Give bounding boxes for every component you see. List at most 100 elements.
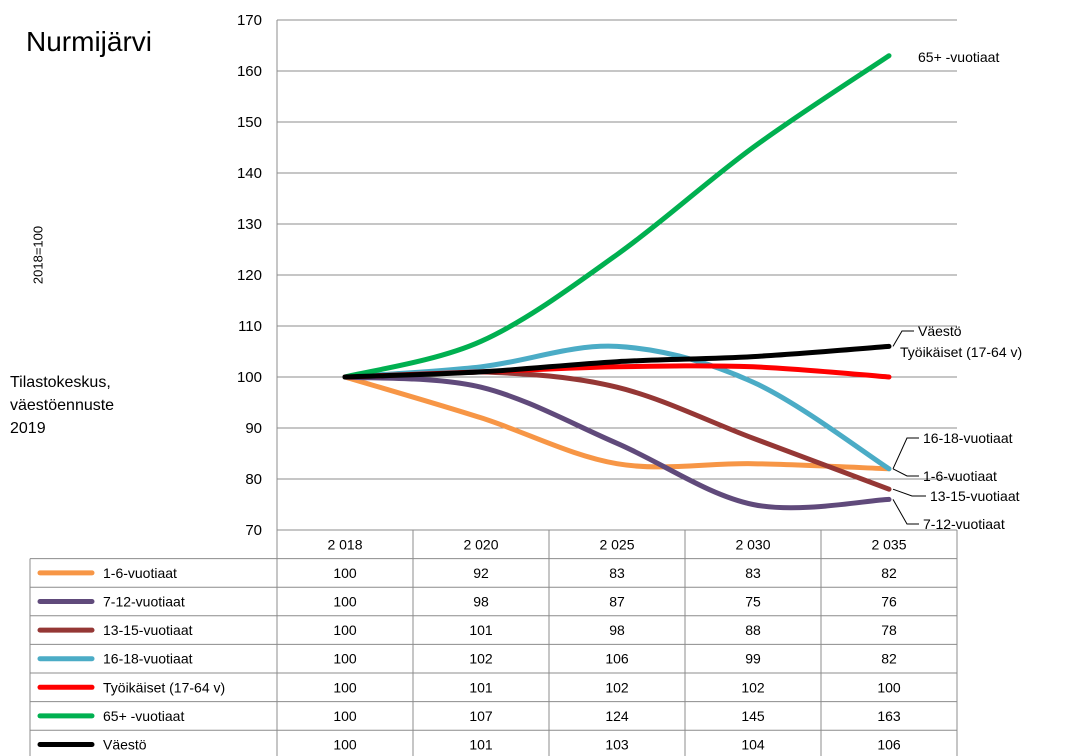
- table-value-cell: 78: [881, 622, 897, 638]
- data-point: [751, 355, 755, 359]
- y-tick-label: 100: [237, 369, 262, 386]
- y-tick-label: 150: [237, 114, 262, 131]
- table-value-cell: 100: [333, 708, 357, 724]
- leader-line: [892, 488, 926, 497]
- table-header-cell: 2 025: [599, 536, 634, 552]
- table-value-cell: 101: [469, 679, 493, 695]
- table-value-cell: 102: [741, 679, 765, 695]
- table-value-cell: 100: [333, 737, 357, 753]
- data-point: [479, 416, 483, 420]
- series-end-label: 16-18-vuotiaat: [923, 430, 1013, 446]
- table-row-label: 1-6-vuotiaat: [103, 565, 177, 581]
- table-value-cell: 124: [605, 708, 629, 724]
- table-value-cell: 101: [469, 737, 493, 753]
- data-point: [887, 375, 891, 379]
- series-end-label: 13-15-vuotiaat: [930, 488, 1020, 504]
- table-value-cell: 82: [881, 651, 897, 667]
- table-value-cell: 100: [333, 594, 357, 610]
- table-value-cell: 106: [877, 737, 901, 753]
- data-point: [887, 467, 891, 471]
- data-point: [751, 380, 755, 384]
- table-value-cell: 88: [745, 622, 761, 638]
- table-value-cell: 107: [469, 708, 493, 724]
- source-line: väestöennuste: [10, 397, 115, 414]
- table-value-cell: 82: [881, 565, 897, 581]
- table-value-cell: 100: [333, 622, 357, 638]
- table-value-cell: 102: [605, 679, 629, 695]
- table-value-cell: 145: [741, 708, 765, 724]
- table-value-cell: 102: [469, 651, 493, 667]
- series-end-label: 7-12-vuotiaat: [923, 516, 1005, 532]
- series-end-label: Työikäiset (17-64 v): [900, 344, 1022, 360]
- data-point: [479, 365, 483, 369]
- table-value-cell: 103: [605, 737, 629, 753]
- table-value-cell: 98: [609, 622, 625, 638]
- table-value-cell: 163: [877, 708, 901, 724]
- data-point: [615, 344, 619, 348]
- data-point: [615, 441, 619, 445]
- series-end-label: 1-6-vuotiaat: [923, 468, 997, 484]
- y-tick-label: 120: [237, 267, 262, 284]
- data-point: [479, 339, 483, 343]
- data-point: [887, 54, 891, 58]
- series-end-label: Väestö: [918, 323, 962, 339]
- table-value-cell: 100: [333, 679, 357, 695]
- series-lines: [342, 53, 892, 511]
- data-point: [479, 385, 483, 389]
- table-header-cell: 2 018: [327, 536, 362, 552]
- data-point: [615, 462, 619, 466]
- data-point: [615, 385, 619, 389]
- data-point: [615, 253, 619, 257]
- y-tick-label: 70: [245, 522, 262, 539]
- gridlines: [277, 19, 957, 531]
- table-row-label: Väestö: [103, 737, 147, 753]
- y-tick-label: 110: [238, 318, 262, 335]
- y-tick-label: 140: [237, 165, 262, 182]
- table-value-cell: 99: [745, 651, 761, 667]
- data-point: [751, 462, 755, 466]
- table-header-cell: 2 030: [735, 536, 770, 552]
- table-value-cell: 98: [473, 594, 489, 610]
- series-line-1-6-vuotiaat: [342, 374, 892, 472]
- table-value-cell: 83: [745, 565, 761, 581]
- table-row-label: 16-18-vuotiaat: [103, 651, 193, 667]
- y-tick-label: 170: [237, 12, 262, 29]
- table-row-label: 7-12-vuotiaat: [103, 594, 185, 610]
- table-row-label: 13-15-vuotiaat: [103, 622, 193, 638]
- table-value-cell: 100: [333, 651, 357, 667]
- data-point: [751, 503, 755, 506]
- y-tick-label: 160: [237, 63, 262, 80]
- table-value-cell: 92: [473, 565, 489, 581]
- table-value-cell: 83: [609, 565, 625, 581]
- source-line: 2019: [10, 420, 46, 437]
- page-title: Nurmijärvi: [26, 26, 152, 57]
- leader-line: [892, 437, 919, 470]
- leader-line: [892, 499, 919, 525]
- table-value-cell: 100: [877, 679, 901, 695]
- table-value-cell: 101: [469, 622, 493, 638]
- data-point: [887, 344, 891, 348]
- end-labels: 1-6-vuotiaat 7-12-vuotiaat 13-15-vuotiaat 1…: [892, 49, 1022, 532]
- data-point: [479, 370, 483, 374]
- leader-line: [892, 468, 919, 477]
- table-value-cell: 106: [605, 651, 629, 667]
- y-tick-label: 90: [245, 420, 262, 437]
- data-point: [751, 146, 755, 149]
- table-value-cell: 76: [881, 594, 897, 610]
- data-point: [751, 436, 755, 440]
- series-line-65-vuotiaat: [342, 53, 892, 380]
- y-tick-label: 80: [245, 471, 262, 488]
- data-point: [343, 375, 347, 379]
- source-note: Tilastokeskus, väestöennuste 2019: [10, 371, 210, 440]
- table-header-cell: 2 020: [463, 536, 498, 552]
- table-value-cell: 100: [333, 565, 357, 581]
- data-point: [751, 365, 755, 369]
- leader-line: [892, 330, 914, 347]
- data-point: [887, 487, 891, 491]
- data-point: [887, 497, 891, 501]
- data-table: 2 018 2 020 2 025 2 030 2 035 1-6-vuotiaat 100…: [29, 529, 958, 756]
- source-line: Tilastokeskus,: [10, 374, 111, 391]
- data-point: [615, 360, 619, 364]
- series-line-13-15-vuotiaat: [342, 369, 892, 492]
